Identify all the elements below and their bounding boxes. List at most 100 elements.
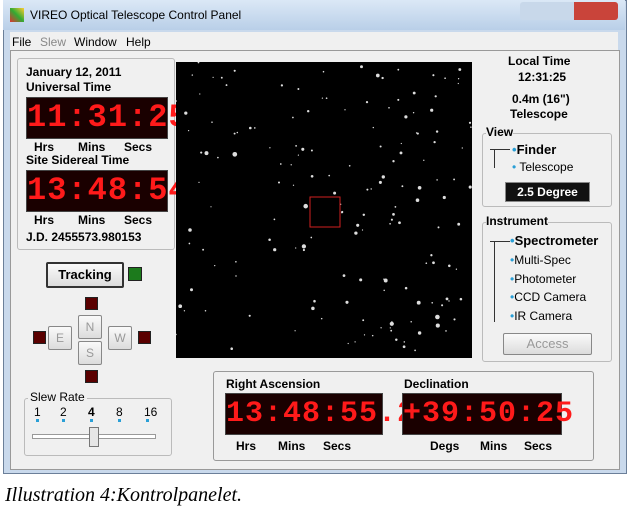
star — [301, 147, 305, 151]
star — [279, 163, 282, 165]
star — [389, 327, 391, 329]
star — [178, 304, 183, 309]
ra-label: Right Ascension — [226, 377, 321, 391]
star — [354, 341, 356, 343]
star — [311, 306, 315, 311]
star — [383, 278, 385, 280]
view-label: View — [486, 125, 514, 139]
window-title: VIREO Optical Telescope Control Panel — [30, 8, 242, 22]
instrument-option[interactable]: •Photometer — [510, 272, 576, 286]
unit: Hrs — [34, 140, 55, 154]
unit: Mins — [78, 213, 106, 227]
star — [401, 185, 404, 188]
menu-window[interactable]: Window — [74, 35, 117, 49]
star — [235, 261, 237, 263]
star — [414, 349, 416, 352]
star — [233, 132, 236, 135]
menu-help[interactable]: Help — [126, 35, 151, 49]
star — [342, 274, 346, 277]
unit: Mins — [278, 439, 306, 453]
menu-file[interactable]: File — [12, 35, 32, 49]
indicator — [138, 331, 151, 344]
indicator — [33, 331, 46, 344]
menu-slew[interactable]: Slew — [40, 35, 67, 49]
julian-date: J.D. 2455573.980153 — [26, 230, 142, 244]
star — [404, 286, 408, 290]
north-button[interactable]: N — [78, 315, 102, 339]
star — [188, 242, 191, 245]
view-option-text: Finder — [516, 142, 557, 157]
star — [184, 111, 188, 115]
star — [366, 188, 369, 191]
star — [333, 191, 337, 195]
app-icon — [10, 8, 24, 22]
st-label: Site Sidereal Time — [26, 153, 130, 167]
local-time-label: Local Time — [508, 54, 571, 68]
view-option[interactable]: • Telescope — [512, 160, 574, 174]
slew-rate-tick — [146, 419, 149, 422]
star — [437, 226, 440, 229]
star — [310, 149, 313, 152]
instrument-option[interactable]: •Spectrometer — [510, 233, 598, 248]
instrument-option[interactable]: •CCD Camera — [510, 290, 586, 304]
star — [381, 175, 385, 179]
field-marker — [309, 196, 341, 228]
instrument-option-text: CCD Camera — [514, 290, 587, 305]
view-option[interactable]: •Finder — [512, 142, 557, 157]
star — [303, 203, 308, 209]
dec-label: Declination — [404, 377, 469, 391]
instrument-option[interactable]: •Multi-Spec — [510, 253, 571, 267]
star — [457, 82, 459, 85]
star — [390, 329, 393, 332]
telescope-label: Telescope — [510, 107, 568, 121]
star — [458, 68, 462, 71]
star — [313, 299, 316, 303]
slider-thumb[interactable] — [89, 427, 99, 447]
star — [381, 76, 384, 80]
star — [212, 76, 214, 78]
star — [211, 121, 213, 123]
tree-line — [494, 242, 495, 322]
instrument-option-text: Spectrometer — [514, 233, 599, 248]
star — [417, 185, 422, 190]
view-group — [482, 133, 612, 207]
unit: Secs — [323, 439, 352, 453]
star — [398, 221, 401, 225]
date: January 12, 2011 — [26, 65, 122, 79]
star — [436, 179, 438, 181]
star — [295, 145, 297, 147]
star — [402, 345, 406, 349]
unit: Hrs — [34, 213, 55, 227]
window-controls[interactable] — [520, 2, 618, 20]
star — [328, 174, 331, 177]
star — [430, 254, 433, 257]
star — [445, 297, 449, 301]
slew-rate-group — [24, 398, 172, 456]
tracking-button[interactable]: Tracking — [46, 262, 124, 288]
access-button[interactable]: Access — [503, 333, 592, 355]
star — [310, 174, 314, 178]
east-button[interactable]: E — [48, 326, 72, 350]
star — [310, 236, 313, 239]
star — [397, 98, 400, 101]
west-button[interactable]: W — [108, 326, 132, 350]
star — [392, 213, 395, 216]
caption: Illustration 4:Kontrolpanelet. — [5, 484, 243, 506]
star — [297, 154, 299, 156]
star — [459, 297, 463, 301]
star — [423, 159, 425, 161]
star — [290, 164, 292, 166]
star — [253, 127, 256, 129]
instrument-option[interactable]: •IR Camera — [510, 309, 572, 323]
star — [230, 347, 233, 350]
star — [383, 289, 385, 292]
star — [344, 109, 346, 111]
star — [362, 319, 365, 322]
star — [217, 156, 219, 159]
instrument-label: Instrument — [486, 214, 549, 228]
south-button[interactable]: S — [78, 341, 102, 365]
star — [441, 304, 444, 307]
star — [297, 88, 300, 90]
time-panel — [17, 58, 175, 250]
star — [190, 288, 193, 292]
